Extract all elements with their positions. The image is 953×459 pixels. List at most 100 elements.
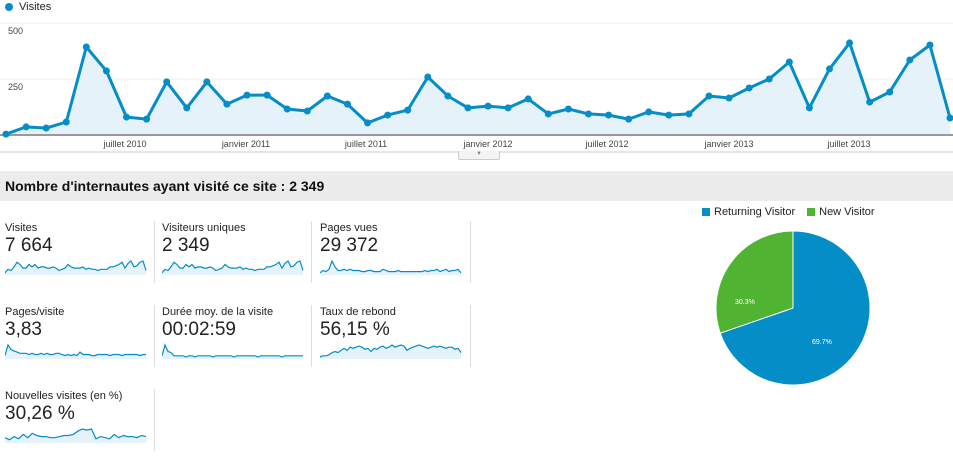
data-point[interactable] xyxy=(785,58,793,66)
visits-line xyxy=(5,41,952,136)
data-point[interactable] xyxy=(665,111,673,119)
pie-slice-new[interactable] xyxy=(715,230,794,334)
data-point[interactable] xyxy=(163,78,171,86)
x-tick-label: juillet 2012 xyxy=(584,139,628,149)
sparkline xyxy=(5,343,146,359)
data-point[interactable] xyxy=(544,110,552,118)
legend-label: Visites xyxy=(19,1,52,13)
data-point[interactable] xyxy=(725,94,733,102)
metric-value: 00:02:59 xyxy=(162,319,236,340)
data-point[interactable] xyxy=(825,65,833,73)
summary-bar: Nombre d'internautes ayant visité ce sit… xyxy=(0,171,953,201)
data-point[interactable] xyxy=(705,92,713,100)
data-point[interactable] xyxy=(564,105,572,113)
metric-value: 7 664 xyxy=(5,235,53,256)
metric-tile[interactable]: Taux de rebond 56,15 % xyxy=(320,306,467,368)
tile-divider xyxy=(470,305,471,367)
data-point[interactable] xyxy=(62,118,70,126)
data-point[interactable] xyxy=(584,110,592,118)
data-point[interactable] xyxy=(846,39,854,47)
data-point[interactable] xyxy=(625,115,633,123)
data-point[interactable] xyxy=(685,110,693,118)
data-point[interactable] xyxy=(82,43,90,51)
metric-value: 2 349 xyxy=(162,235,210,256)
data-point[interactable] xyxy=(866,98,874,106)
y-tick-label: 500 xyxy=(8,26,23,36)
sparkline xyxy=(162,343,303,359)
data-point[interactable] xyxy=(384,111,392,119)
data-point[interactable] xyxy=(243,91,251,99)
data-point[interactable] xyxy=(484,102,492,110)
visitor-type-pie-chart[interactable]: 69.7% 30.3% xyxy=(700,220,890,400)
returning-swatch-icon xyxy=(702,208,710,216)
sparkline xyxy=(5,260,147,275)
tile-divider xyxy=(154,305,155,367)
tile-divider xyxy=(154,389,155,451)
data-point[interactable] xyxy=(42,124,50,132)
sparkline xyxy=(162,260,304,275)
data-point[interactable] xyxy=(203,78,211,86)
data-point[interactable] xyxy=(946,114,953,122)
data-point[interactable] xyxy=(343,100,351,108)
expand-chart-handle[interactable]: ▼ xyxy=(458,151,500,160)
tile-divider xyxy=(311,221,312,283)
data-point[interactable] xyxy=(605,111,613,119)
metric-label: Durée moy. de la visite xyxy=(162,306,274,318)
data-point[interactable] xyxy=(303,107,311,115)
x-tick-label: juillet 2011 xyxy=(344,139,387,149)
legend-returning[interactable]: Returning Visitor xyxy=(702,206,795,218)
summary-title: Nombre d'internautes ayant visité ce sit… xyxy=(5,178,325,194)
metric-tile[interactable]: Visiteurs uniques 2 349 xyxy=(162,222,309,284)
x-tick-label: janvier 2011 xyxy=(221,139,270,149)
data-point[interactable] xyxy=(444,92,452,100)
metric-value: 56,15 % xyxy=(320,319,390,340)
data-point[interactable] xyxy=(524,95,532,103)
data-point[interactable] xyxy=(223,100,231,108)
data-point[interactable] xyxy=(263,91,271,99)
data-point[interactable] xyxy=(123,113,131,121)
metric-tile[interactable]: Visites 7 664 xyxy=(5,222,152,284)
x-tick-label: juillet 2010 xyxy=(102,139,146,149)
metric-value: 29 372 xyxy=(320,235,379,256)
x-tick-label: janvier 2013 xyxy=(703,139,753,149)
data-point[interactable] xyxy=(183,104,191,112)
data-point[interactable] xyxy=(745,84,753,92)
data-point[interactable] xyxy=(424,73,432,81)
tile-divider xyxy=(311,305,312,367)
data-point[interactable] xyxy=(926,41,934,49)
tile-divider xyxy=(470,221,471,283)
x-tick-label: janvier 2012 xyxy=(462,139,512,149)
metric-tile[interactable]: Pages vues 29 372 xyxy=(320,222,467,284)
visites-legend-dot-icon xyxy=(5,3,13,11)
data-point[interactable] xyxy=(22,123,30,131)
data-point[interactable] xyxy=(906,56,914,64)
pie-slice-returning[interactable] xyxy=(719,230,871,386)
legend-new[interactable]: New Visitor xyxy=(807,206,875,218)
data-point[interactable] xyxy=(464,104,472,112)
data-point[interactable] xyxy=(404,106,412,114)
visits-line-chart[interactable]: 500 250 juillet 2010 janvier 2011 juillet 20… xyxy=(0,0,953,160)
metric-tile[interactable]: Nouvelles visites (en %) 30,26 % xyxy=(5,390,152,452)
metric-tile[interactable]: Pages/visite 3,83 xyxy=(5,306,152,368)
metric-label: Visites xyxy=(5,222,38,234)
data-point[interactable] xyxy=(143,115,151,123)
data-point[interactable] xyxy=(504,104,512,112)
area-fill xyxy=(6,42,950,135)
data-point[interactable] xyxy=(765,75,773,83)
metric-tile[interactable]: Durée moy. de la visite 00:02:59 xyxy=(162,306,309,368)
data-point[interactable] xyxy=(805,104,813,112)
data-point[interactable] xyxy=(283,105,291,113)
data-point[interactable] xyxy=(886,88,894,96)
metric-label: Taux de rebond xyxy=(320,306,396,318)
data-point[interactable] xyxy=(2,130,10,138)
sparkline xyxy=(320,259,462,275)
sparkline xyxy=(320,344,462,359)
data-point[interactable] xyxy=(102,67,110,75)
tile-divider xyxy=(154,221,155,283)
data-point[interactable] xyxy=(645,108,653,116)
data-point[interactable] xyxy=(364,119,372,127)
metric-value: 3,83 xyxy=(5,319,42,340)
main-chart-legend[interactable]: Visites xyxy=(5,1,51,13)
data-point[interactable] xyxy=(323,92,331,100)
metric-label: Nouvelles visites (en %) xyxy=(5,390,123,402)
